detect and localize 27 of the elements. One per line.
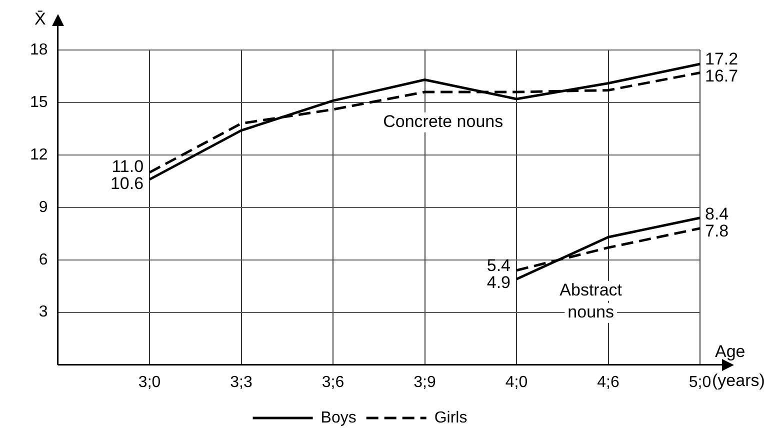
- x-axis-title: Age (years): [712, 342, 765, 390]
- data-label: 10.6: [110, 174, 144, 194]
- annotation: Concrete nouns: [383, 112, 504, 132]
- data-label: 11.0: [112, 157, 144, 176]
- y-tick-label: 3: [38, 304, 48, 321]
- y-axis-title: X̄: [34, 10, 46, 29]
- legend-label: Boys: [320, 409, 356, 426]
- y-tick-label: 9: [38, 198, 48, 216]
- y-tick-label: 12: [30, 146, 48, 164]
- legend-label: Girls: [434, 409, 468, 426]
- y-tick-label: 15: [30, 94, 48, 111]
- data-label: 5.4: [486, 256, 511, 275]
- x-tick-label: 3;6: [322, 374, 344, 391]
- data-label: 17.2: [705, 50, 738, 69]
- data-label: 4.9: [486, 272, 511, 292]
- x-tick-label: 3;9: [414, 374, 436, 391]
- x-tick-label: 4;0: [505, 374, 528, 391]
- y-tick-label: 18: [30, 41, 48, 58]
- data-label: 16.7: [705, 66, 738, 86]
- x-tick-label: 5;0: [688, 374, 712, 391]
- x-tick-label: 4;6: [597, 374, 620, 391]
- x-tick-label: 3;3: [230, 374, 252, 391]
- data-label: 7.8: [705, 221, 729, 240]
- annotation: Abstract nouns: [560, 280, 622, 322]
- x-tick-label: 3;0: [138, 374, 161, 391]
- data-label: 8.4: [705, 204, 729, 224]
- y-tick-label: 6: [38, 251, 48, 268]
